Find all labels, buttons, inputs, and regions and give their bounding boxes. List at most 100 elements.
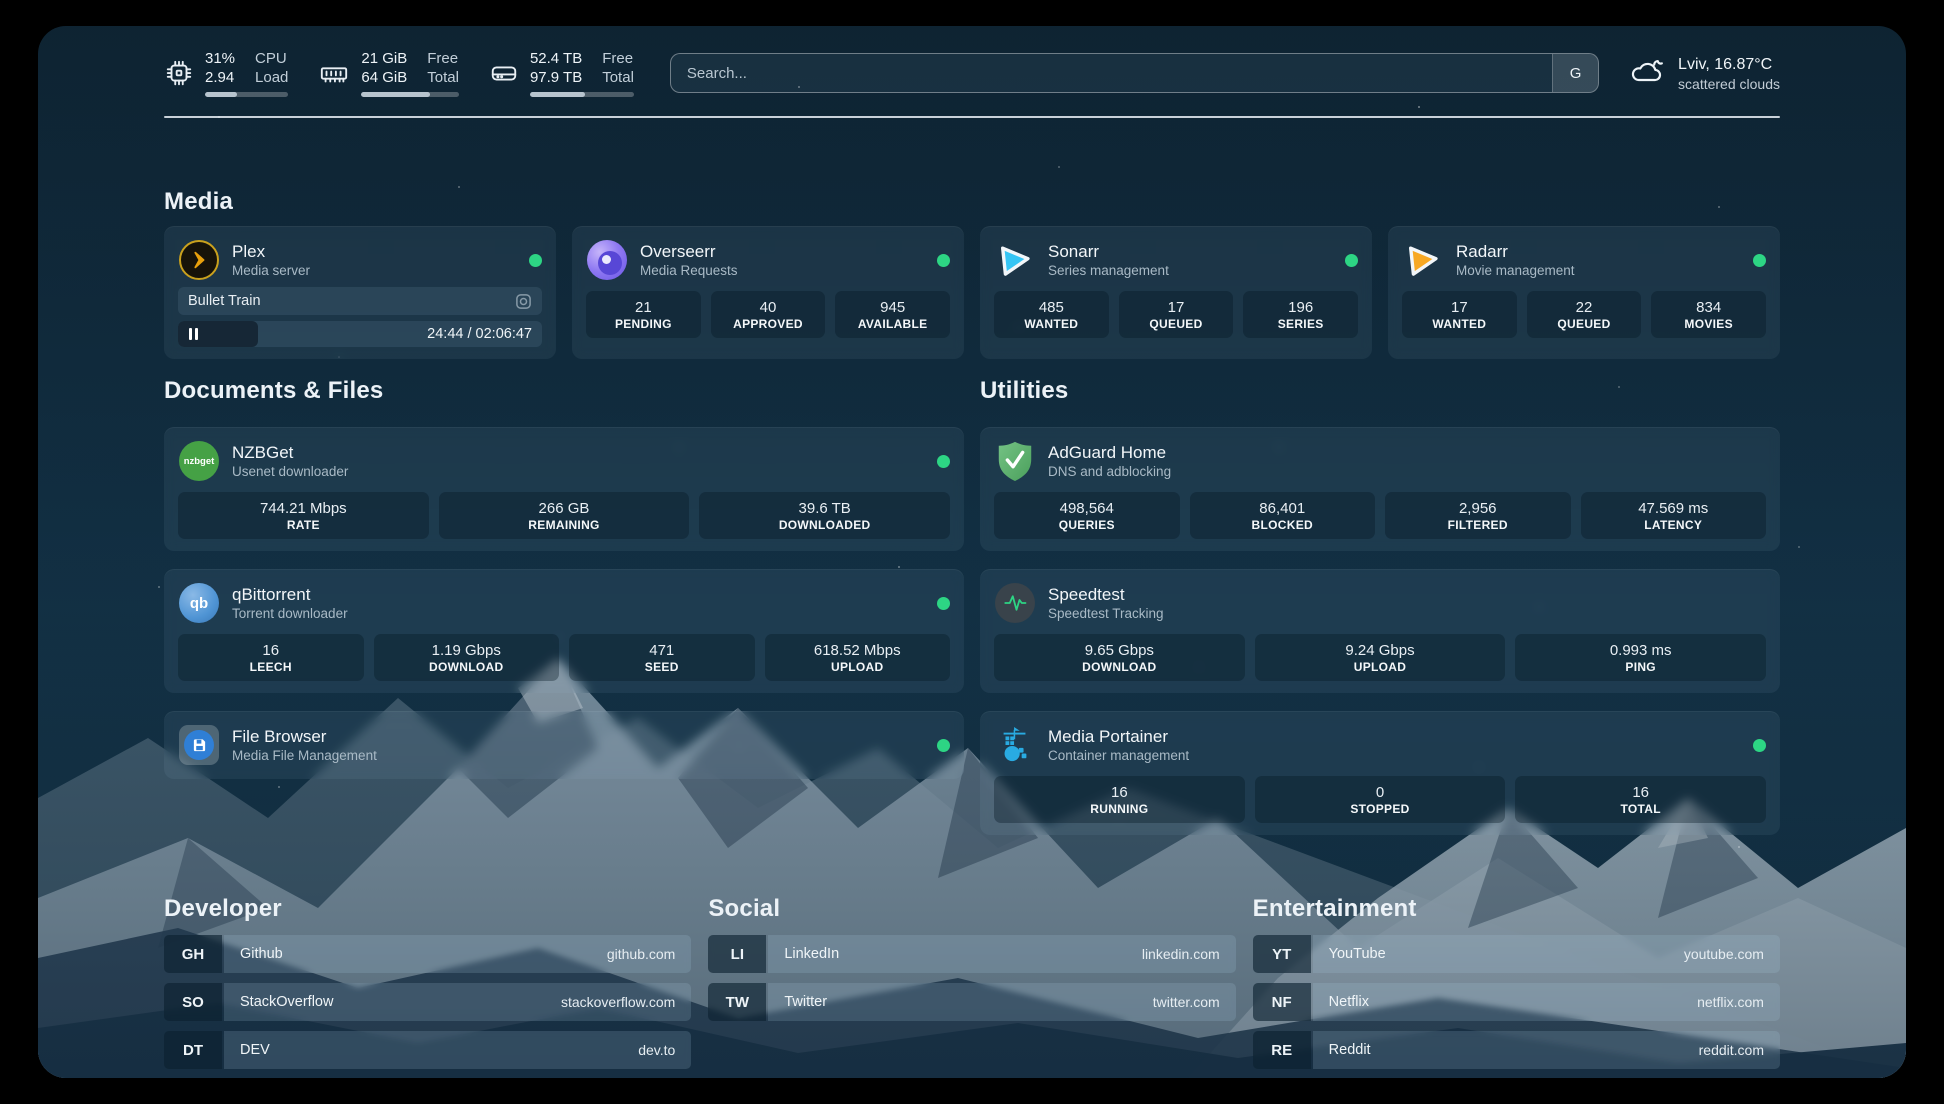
bookmark-reddit[interactable]: RE Reddit reddit.com — [1252, 1031, 1780, 1069]
stat-box: 47.569 ms LATENCY — [1580, 492, 1766, 539]
app-title: AdGuard Home — [1048, 443, 1167, 462]
bookmark-stackoverflow[interactable]: SO StackOverflow stackoverflow.com — [164, 983, 692, 1021]
bookmark-url: github.com — [606, 946, 676, 962]
header-divider — [164, 116, 1780, 118]
memory-free-value: 21 GiB — [361, 50, 408, 67]
section-utilities: Utilities — [980, 377, 1780, 835]
stat-box: 498,564 QUERIES — [994, 492, 1180, 539]
stat-box: 471 SEED — [569, 634, 755, 681]
memory-monitor: 21 GiB 64 GiB Free Total — [318, 49, 459, 97]
bookmark-github[interactable]: GH Github github.com — [164, 935, 692, 973]
bookmark-abbr: GH — [164, 935, 222, 973]
status-dot — [937, 253, 950, 267]
cpu-monitor: 31% 2.94 CPU Load — [164, 49, 289, 97]
video-icon — [515, 293, 532, 310]
app-subtitle: Movie management — [1456, 263, 1575, 278]
bookmark-name: Reddit — [1328, 1042, 1371, 1058]
bookmark-name: LinkedIn — [784, 946, 840, 962]
card-filebrowser[interactable]: File Browser Media File Management — [164, 711, 964, 779]
app-subtitle: Container management — [1048, 748, 1190, 763]
stat-box: 744.21 Mbps RATE — [178, 492, 429, 539]
card-adguard[interactable]: AdGuard Home DNS and adblocking 498,564 Q… — [980, 427, 1780, 551]
bookmark-url: reddit.com — [1698, 1042, 1764, 1058]
bookmark-linkedin[interactable]: LI LinkedIn linkedin.com — [708, 935, 1236, 973]
disk-progress-bar — [529, 92, 634, 97]
sonarr-icon — [994, 239, 1036, 281]
cpu-label: CPU — [255, 50, 287, 67]
status-dot — [1753, 253, 1766, 267]
stat-box: 0 STOPPED — [1254, 776, 1506, 823]
stat-box: 17 QUEUED — [1118, 291, 1234, 338]
dashboard-page: 31% 2.94 CPU Load 21 GiB 64 GiB — [38, 26, 1906, 1078]
app-title: Plex — [232, 242, 266, 261]
bookmark-url: stackoverflow.com — [560, 994, 676, 1010]
bookmark-abbr: SO — [164, 983, 222, 1021]
stat-box: 485 WANTED — [994, 291, 1109, 338]
section-title-utilities: Utilities — [980, 377, 1069, 404]
card-overseerr[interactable]: Overseerr Media Requests 21 PENDING 40 APP… — [572, 226, 964, 359]
stat-box: 17 WANTED — [1402, 291, 1517, 338]
bookmark-url: dev.to — [638, 1042, 676, 1058]
app-subtitle: Usenet downloader — [232, 464, 349, 479]
bookmark-url: twitter.com — [1152, 994, 1220, 1010]
filebrowser-icon — [178, 724, 220, 766]
stat-box: 16 RUNNING — [994, 776, 1245, 823]
card-qbittorrent[interactable]: qb qBittorrent Torrent downloader 16 LEEC… — [164, 569, 964, 693]
stat-box: 21 PENDING — [586, 291, 701, 338]
app-title: Overseerr — [640, 242, 716, 261]
search-engine-button[interactable]: G — [1552, 54, 1599, 92]
app-subtitle: Media server — [232, 263, 311, 278]
app-title: Speedtest — [1048, 585, 1125, 604]
stat-box: 16 LEECH — [178, 634, 364, 681]
bookmark-abbr: RE — [1252, 1031, 1311, 1069]
search-bar[interactable]: G — [669, 53, 1600, 93]
speedtest-pulse-icon — [994, 582, 1036, 624]
app-subtitle: Media Requests — [640, 263, 738, 278]
memory-progress-bar — [361, 92, 459, 97]
bookmark-dev[interactable]: DT DEV dev.to — [164, 1031, 692, 1069]
pause-icon[interactable] — [189, 328, 198, 340]
overseerr-icon — [586, 239, 628, 281]
status-dot — [529, 253, 542, 267]
bookmark-name: DEV — [240, 1042, 270, 1058]
weather-widget: Lviv, 16.87°C scattered clouds — [1629, 54, 1780, 93]
section-title-media: Media — [164, 188, 234, 215]
app-title: File Browser — [232, 727, 327, 746]
stat-box: 196 SERIES — [1243, 291, 1358, 338]
search-input[interactable] — [670, 64, 1553, 82]
stat-box: 16 TOTAL — [1515, 776, 1766, 823]
bookmark-netflix[interactable]: NF Netflix netflix.com — [1252, 983, 1780, 1021]
bookmark-abbr: TW — [708, 983, 767, 1021]
playback-elapsed — [178, 321, 259, 347]
bookmark-name: Netflix — [1328, 994, 1369, 1010]
bookmark-group-developer: Developer GH Github github.com SO StackOv… — [164, 895, 692, 1069]
stat-box: 618.52 Mbps UPLOAD — [764, 634, 950, 681]
card-speedtest[interactable]: Speedtest Speedtest Tracking 9.65 Gbps DO… — [980, 569, 1780, 693]
bookmark-name: Github — [240, 946, 283, 962]
app-subtitle: Series management — [1048, 263, 1169, 278]
disk-free-value: 52.4 TB — [529, 50, 583, 67]
bookmark-twitter[interactable]: TW Twitter twitter.com — [708, 983, 1236, 1021]
card-sonarr[interactable]: Sonarr Series management 485 WANTED 17 QUE… — [980, 226, 1372, 359]
disk-monitor: 52.4 TB 97.9 TB Free Total — [489, 49, 634, 97]
playback-progress-bar[interactable]: 24:44 / 02:06:47 — [178, 321, 542, 347]
stat-box: 266 GB REMAINING — [438, 492, 690, 539]
app-title: qBittorrent — [232, 585, 311, 604]
radarr-icon — [1402, 239, 1444, 281]
card-radarr[interactable]: Radarr Movie management 17 WANTED 22 QUEUE… — [1388, 226, 1780, 359]
card-nzbget[interactable]: nzbget NZBGet Usenet downloader 744.21 M… — [164, 427, 964, 551]
disk-icon — [489, 58, 519, 88]
stat-box: 945 AVAILABLE — [835, 291, 950, 338]
status-dot — [1345, 253, 1358, 267]
bookmark-group-entertainment: Entertainment YT YouTube youtube.com NF N… — [1252, 895, 1780, 1069]
qbittorrent-icon: qb — [178, 582, 220, 624]
bookmark-name: YouTube — [1328, 946, 1386, 962]
bookmark-youtube[interactable]: YT YouTube youtube.com — [1252, 935, 1780, 973]
memory-free-label: Free — [427, 50, 459, 67]
card-portainer[interactable]: Media Portainer Container management 16 R… — [980, 711, 1780, 835]
top-bar: 31% 2.94 CPU Load 21 GiB 64 GiB — [164, 38, 1780, 108]
app-title: NZBGet — [232, 443, 294, 462]
card-plex[interactable]: Plex Media server Bullet Train — [164, 226, 556, 359]
section-documents: Documents & Files nzbget NZBGet Usenet d… — [164, 377, 964, 835]
status-dot — [937, 596, 950, 610]
